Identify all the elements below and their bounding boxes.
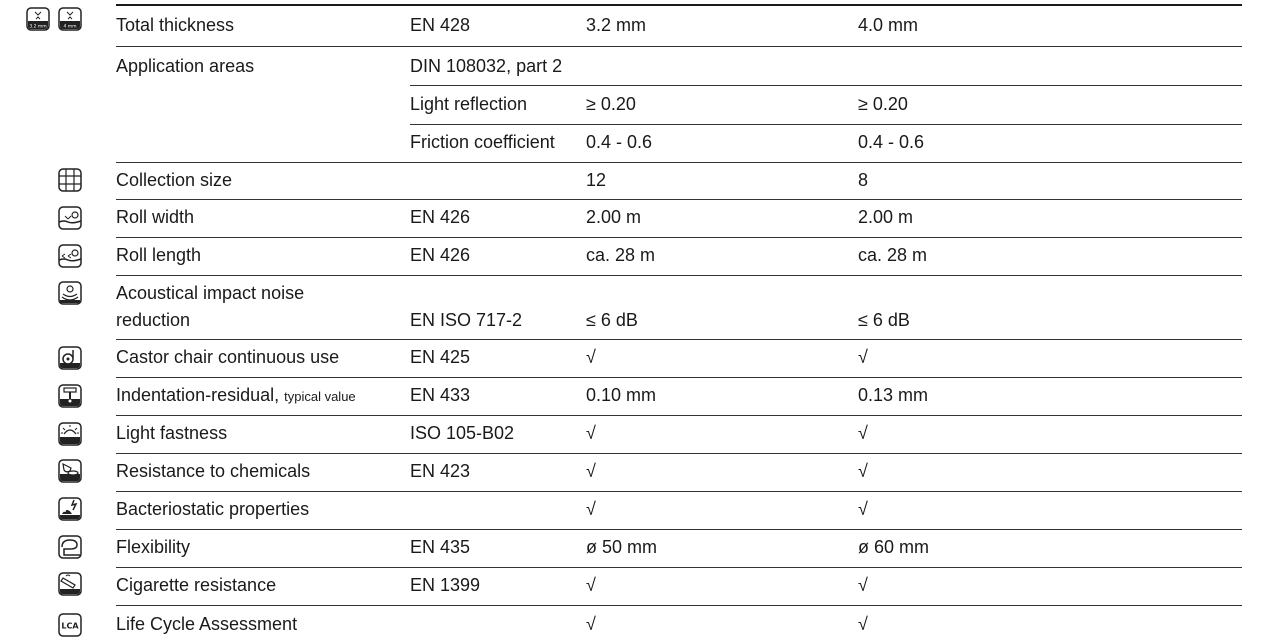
- table-row: Light reflection ≥ 0.20 ≥ 0.20: [410, 86, 1242, 124]
- row-value-2: 0.13 mm: [858, 385, 929, 405]
- table-row: Flexibility EN 435 ø 50 mm ø 60 mm: [116, 530, 1242, 568]
- row-standard: EN 425: [410, 347, 471, 367]
- table-row: Bacteriostatic properties √ √: [116, 492, 1242, 530]
- row-label: Roll length: [116, 245, 202, 265]
- row-value-2: ø 60 mm: [858, 537, 930, 557]
- chemical-icon: [58, 459, 82, 483]
- row-divider: [410, 124, 1242, 125]
- row-label: Roll width: [116, 207, 195, 227]
- table-row: Total thickness EN 428 3.2 mm 4.0 mm: [116, 6, 1242, 47]
- row-value-2: ≥ 0.20: [858, 94, 908, 114]
- row-standard: EN 1399: [410, 575, 481, 595]
- table-row: Friction coefficient 0.4 - 0.6 0.4 - 0.6: [410, 125, 1242, 162]
- table-row: Life Cycle Assessment √ √: [116, 606, 1242, 642]
- row-label: Life Cycle Assessment: [116, 614, 298, 634]
- row-value-2: 8: [858, 170, 869, 190]
- row-standard: ISO 105-B02: [410, 423, 515, 443]
- row-value-2: √: [858, 499, 868, 519]
- row-value-1: 0.10 mm: [586, 385, 657, 405]
- row-value-2: 0.4 - 0.6: [858, 132, 925, 152]
- row-standard: EN 426: [410, 245, 471, 265]
- row-value-1: ca. 28 m: [586, 245, 656, 265]
- row-label: Flexibility: [116, 537, 191, 557]
- row-label: Resistance to chemicals: [116, 461, 311, 481]
- row-label: Light fastness: [116, 423, 228, 443]
- row-sublabel: Light reflection: [410, 94, 528, 114]
- row-value-1: ø 50 mm: [586, 537, 658, 557]
- row-label: Bacteriostatic properties: [116, 499, 310, 519]
- row-label-main: Indentation-residual,: [116, 385, 285, 405]
- table-row: Roll width EN 426 2.00 m 2.00 m: [116, 200, 1242, 238]
- row-value-2: √: [858, 614, 868, 634]
- table-row: Cigarette resistance EN 1399 √ √: [116, 568, 1242, 606]
- lca-icon: LCA: [58, 613, 82, 637]
- row-value-1: √: [586, 614, 596, 634]
- cigarette-icon: [58, 572, 82, 596]
- row-label: Application areas: [116, 56, 255, 76]
- row-label-line2: reduction: [116, 310, 191, 330]
- svg-text:4 mm: 4 mm: [63, 24, 76, 30]
- row-standard: EN 435: [410, 537, 471, 557]
- row-value-2: √: [858, 423, 868, 443]
- table-row: Application areas DIN 108032, part 2: [116, 47, 1242, 85]
- row-value-1: √: [586, 499, 596, 519]
- row-value-1: ≥ 0.20: [586, 94, 636, 114]
- row-value-1: √: [586, 575, 596, 595]
- row-value-1: ≤ 6 dB: [586, 310, 638, 330]
- table-row: Castor chair continuous use EN 425 √ √: [116, 340, 1242, 378]
- row-value-1: √: [586, 347, 596, 367]
- svg-text:LCA: LCA: [61, 622, 79, 631]
- row-standard: EN ISO 717-2: [410, 310, 523, 330]
- thickness-3-2-icon: 3.2 mm: [26, 7, 50, 31]
- row-value-2: √: [858, 347, 868, 367]
- row-value-2: √: [858, 575, 868, 595]
- row-label: Castor chair continuous use: [116, 347, 340, 367]
- row-standard: EN 433: [410, 385, 471, 405]
- table-row: Collection size 12 8: [116, 163, 1242, 200]
- indentation-icon: [58, 384, 82, 408]
- table-top-rule: [116, 4, 1242, 6]
- table-row: Light fastness ISO 105-B02 √ √: [116, 416, 1242, 454]
- row-value-1: √: [586, 461, 596, 481]
- row-label: Total thickness: [116, 15, 235, 35]
- roll-width-icon: [58, 206, 82, 230]
- row-standard: DIN 108032, part 2: [410, 56, 563, 76]
- bacteria-icon: [58, 497, 82, 521]
- grid-icon: [58, 168, 82, 192]
- sun-icon: [58, 422, 82, 446]
- acoustic-icon: [58, 281, 82, 305]
- row-divider: [410, 85, 1242, 86]
- row-value-1: 12: [586, 170, 607, 190]
- table-row: Resistance to chemicals EN 423 √ √: [116, 454, 1242, 492]
- row-value-1: √: [586, 423, 596, 443]
- row-value-2: ≤ 6 dB: [858, 310, 910, 330]
- svg-text:3.2 mm: 3.2 mm: [29, 24, 46, 30]
- castor-chair-icon: [58, 346, 82, 370]
- row-label-note: typical value: [284, 389, 356, 404]
- row-value-2: ca. 28 m: [858, 245, 928, 265]
- row-label: Indentation-residual, typical value: [116, 385, 356, 406]
- row-value-1: 0.4 - 0.6: [586, 132, 653, 152]
- row-value-2: 2.00 m: [858, 207, 914, 227]
- table-row: Acoustical impact noise reduction EN ISO…: [116, 276, 1242, 340]
- row-standard: EN 423: [410, 461, 471, 481]
- row-value-1: 2.00 m: [586, 207, 642, 227]
- row-standard: EN 426: [410, 207, 471, 227]
- table-row: Roll length EN 426 ca. 28 m ca. 28 m: [116, 238, 1242, 276]
- row-sublabel: Friction coefficient: [410, 132, 555, 152]
- row-standard: EN 428: [410, 15, 471, 35]
- flexibility-icon: [58, 535, 82, 559]
- thickness-4-icon: 4 mm: [58, 7, 82, 31]
- roll-length-icon: [58, 244, 82, 268]
- row-value-2: 4.0 mm: [858, 15, 919, 35]
- row-label: Acoustical impact noise: [116, 283, 305, 303]
- row-label: Cigarette resistance: [116, 575, 277, 595]
- row-divider: [116, 162, 1242, 163]
- row-label: Collection size: [116, 170, 233, 190]
- row-value-1: 3.2 mm: [586, 15, 647, 35]
- row-value-2: √: [858, 461, 868, 481]
- table-row: Indentation-residual, typical value EN 4…: [116, 378, 1242, 416]
